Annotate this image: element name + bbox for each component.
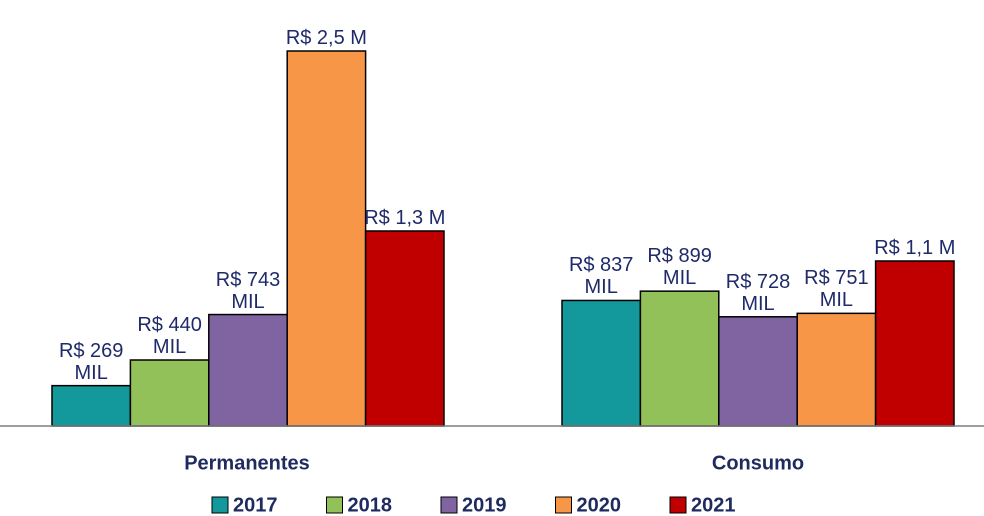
value-label: R$ 1,3 M — [364, 207, 446, 229]
value-label: R$ 899 MIL — [647, 245, 712, 290]
x-tick-label: Permanentes — [184, 452, 310, 474]
bar — [874, 260, 955, 427]
legend-swatch — [440, 496, 458, 514]
value-label: R$ 751 MIL — [804, 267, 869, 312]
bar — [639, 290, 720, 427]
value-label: R$ 440 MIL — [137, 314, 202, 358]
value-label: R$ 2,5 M — [285, 27, 367, 49]
value-label: R$ 269 MIL — [58, 339, 124, 384]
legend-swatch — [669, 496, 687, 514]
bar — [561, 299, 642, 427]
bar — [129, 359, 210, 427]
value-label: R$ 743 MIL — [215, 268, 281, 313]
value-label: R$ 1,1 M — [874, 237, 956, 259]
value-label: R$ 728 MIL — [725, 270, 791, 315]
legend-label: 2020 — [577, 494, 622, 516]
bar — [286, 50, 367, 427]
legend-label: 2017 — [233, 494, 278, 516]
bar — [796, 312, 877, 427]
legend-label: 2018 — [348, 494, 393, 516]
bar — [51, 384, 132, 427]
bar — [208, 313, 288, 427]
legend-swatch — [211, 496, 229, 514]
bar — [364, 230, 445, 427]
legend-swatch — [326, 496, 343, 514]
x-tick-label: Consumo — [712, 452, 804, 474]
legend-label: 2019 — [462, 494, 507, 516]
bar — [718, 316, 798, 427]
legend-swatch — [555, 496, 572, 514]
value-label: R$ 837 MIL — [568, 254, 634, 299]
legend-label: 2021 — [691, 494, 736, 516]
